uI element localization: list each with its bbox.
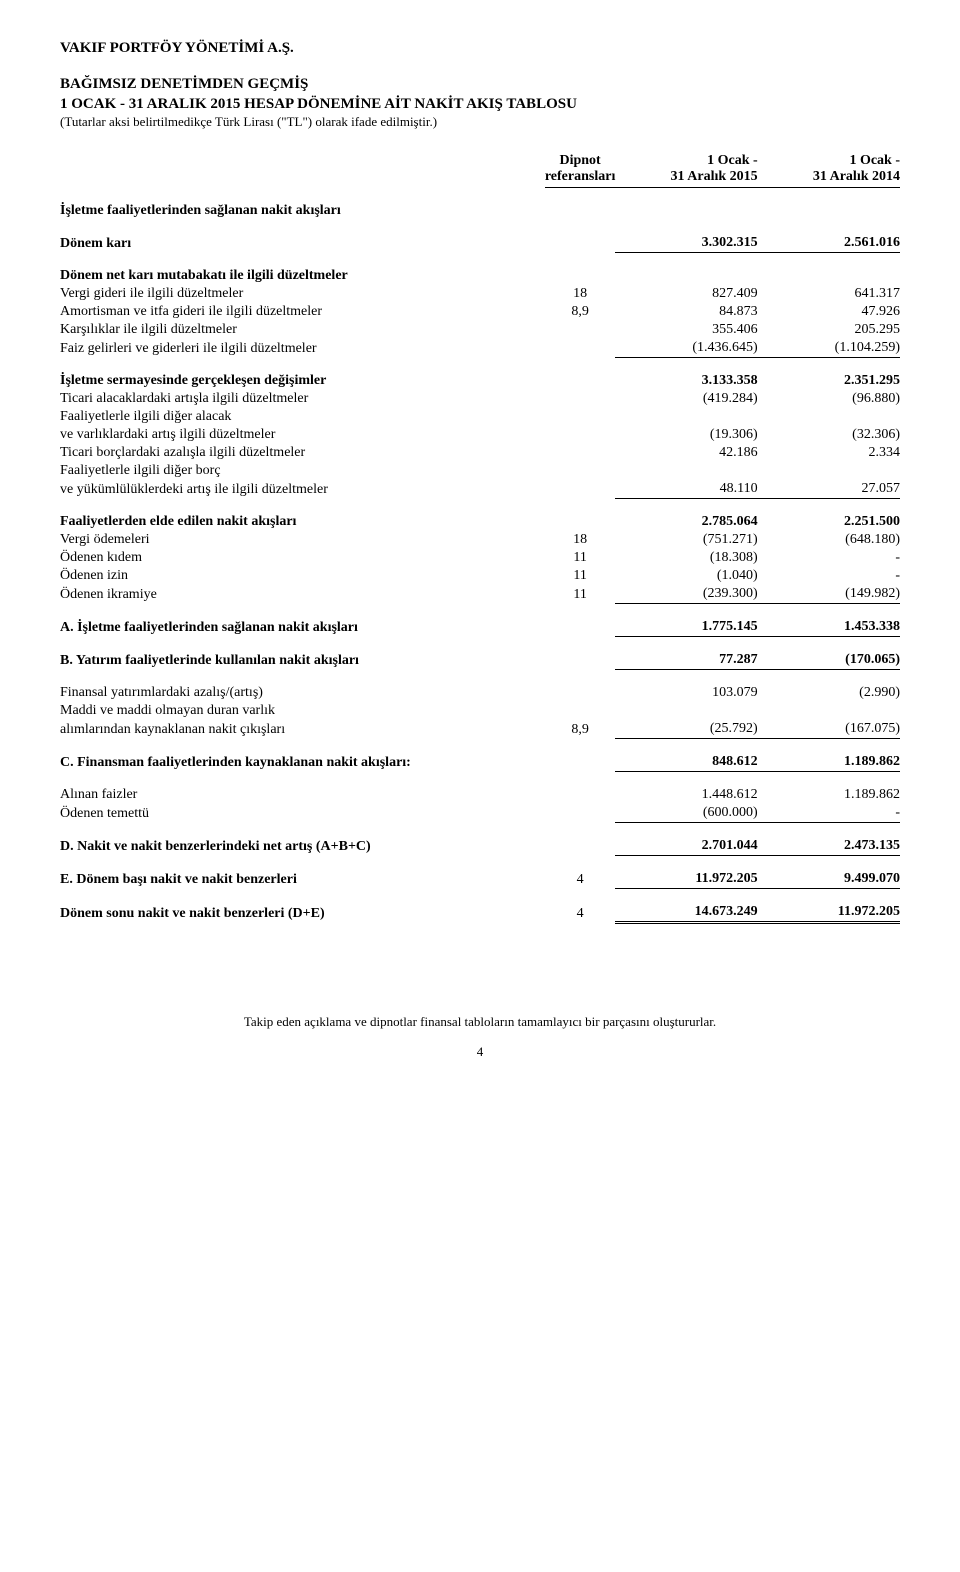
table-row: alımlarından kaynaklanan nakit çıkışları… bbox=[60, 720, 900, 739]
subtotal-row: İşletme sermayesinde gerçekleşen değişim… bbox=[60, 372, 900, 390]
table-row: Ödenen kıdem11(18.308)- bbox=[60, 549, 900, 567]
cashflow-table: Dipnotreferansları 1 Ocak -31 Aralık 201… bbox=[60, 152, 900, 924]
subtotal-row: Faaliyetlerden elde edilen nakit akışlar… bbox=[60, 513, 900, 531]
table-row: Faaliyetlerle ilgili diğer borç bbox=[60, 462, 900, 480]
table-row: ve yükümlülüklerdeki artış ile ilgili dü… bbox=[60, 480, 900, 499]
section-total-a: A. İşletme faaliyetlerinden sağlanan nak… bbox=[60, 618, 900, 637]
footer-note: Takip eden açıklama ve dipnotlar finansa… bbox=[60, 1014, 900, 1030]
table-row: Dönem karı 3.302.315 2.561.016 bbox=[60, 234, 900, 253]
company-name: VAKIF PORTFÖY YÖNETİMİ A.Ş. bbox=[60, 40, 900, 57]
hdr-period-1: 1 Ocak -31 Aralık 2015 bbox=[615, 152, 757, 188]
section-heading: İşletme faaliyetlerinden sağlanan nakit … bbox=[60, 202, 900, 220]
table-row: Faiz gelirleri ve giderleri ile ilgili d… bbox=[60, 339, 900, 358]
section-heading: Dönem net karı mutabakatı ile ilgili düz… bbox=[60, 267, 900, 285]
section-total-d: D. Nakit ve nakit benzerlerindeki net ar… bbox=[60, 837, 900, 856]
table-row: Ticari alacaklardaki artışla ilgili düze… bbox=[60, 390, 900, 408]
table-row: Amortisman ve itfa gideri ile ilgili düz… bbox=[60, 303, 900, 321]
table-row: Finansal yatırımlardaki azalış/(artış)10… bbox=[60, 684, 900, 702]
table-row: Alınan faizler1.448.6121.189.862 bbox=[60, 786, 900, 804]
hdr-note: Dipnotreferansları bbox=[545, 152, 616, 188]
table-row: Ödenen temettü(600.000)- bbox=[60, 804, 900, 823]
table-row: Vergi ödemeleri18(751.271)(648.180) bbox=[60, 531, 900, 549]
table-header: Dipnotreferansları 1 Ocak -31 Aralık 201… bbox=[60, 152, 900, 188]
table-row: ve varlıklardaki artış ilgili düzeltmele… bbox=[60, 426, 900, 444]
page-number: 4 bbox=[60, 1044, 900, 1060]
subtitle: (Tutarlar aksi belirtilmedikçe Türk Lira… bbox=[60, 114, 900, 130]
section-total-c: C. Finansman faaliyetlerinden kaynaklana… bbox=[60, 753, 900, 772]
table-row: Maddi ve maddi olmayan duran varlık bbox=[60, 702, 900, 720]
table-row: Vergi gideri ile ilgili düzeltmeler18827… bbox=[60, 285, 900, 303]
table-row: Ödenen ikramiye11(239.300)(149.982) bbox=[60, 585, 900, 604]
section-total-e: E. Dönem başı nakit ve nakit benzerleri4… bbox=[60, 870, 900, 889]
title-line-2: 1 OCAK - 31 ARALIK 2015 HESAP DÖNEMİNE A… bbox=[60, 95, 900, 115]
report-title: BAĞIMSIZ DENETİMDEN GEÇMİŞ 1 OCAK - 31 A… bbox=[60, 75, 900, 114]
table-row: Ödenen izin11(1.040)- bbox=[60, 567, 900, 585]
table-row: Karşılıklar ile ilgili düzeltmeler355.40… bbox=[60, 321, 900, 339]
table-row: Ticari borçlardaki azalışla ilgili düzel… bbox=[60, 444, 900, 462]
hdr-period-2: 1 Ocak -31 Aralık 2014 bbox=[758, 152, 900, 188]
title-line-1: BAĞIMSIZ DENETİMDEN GEÇMİŞ bbox=[60, 75, 900, 95]
table-row: Faaliyetlerle ilgili diğer alacak bbox=[60, 408, 900, 426]
section-total-b: B. Yatırım faaliyetlerinde kullanılan na… bbox=[60, 651, 900, 670]
grand-total: Dönem sonu nakit ve nakit benzerleri (D+… bbox=[60, 903, 900, 923]
